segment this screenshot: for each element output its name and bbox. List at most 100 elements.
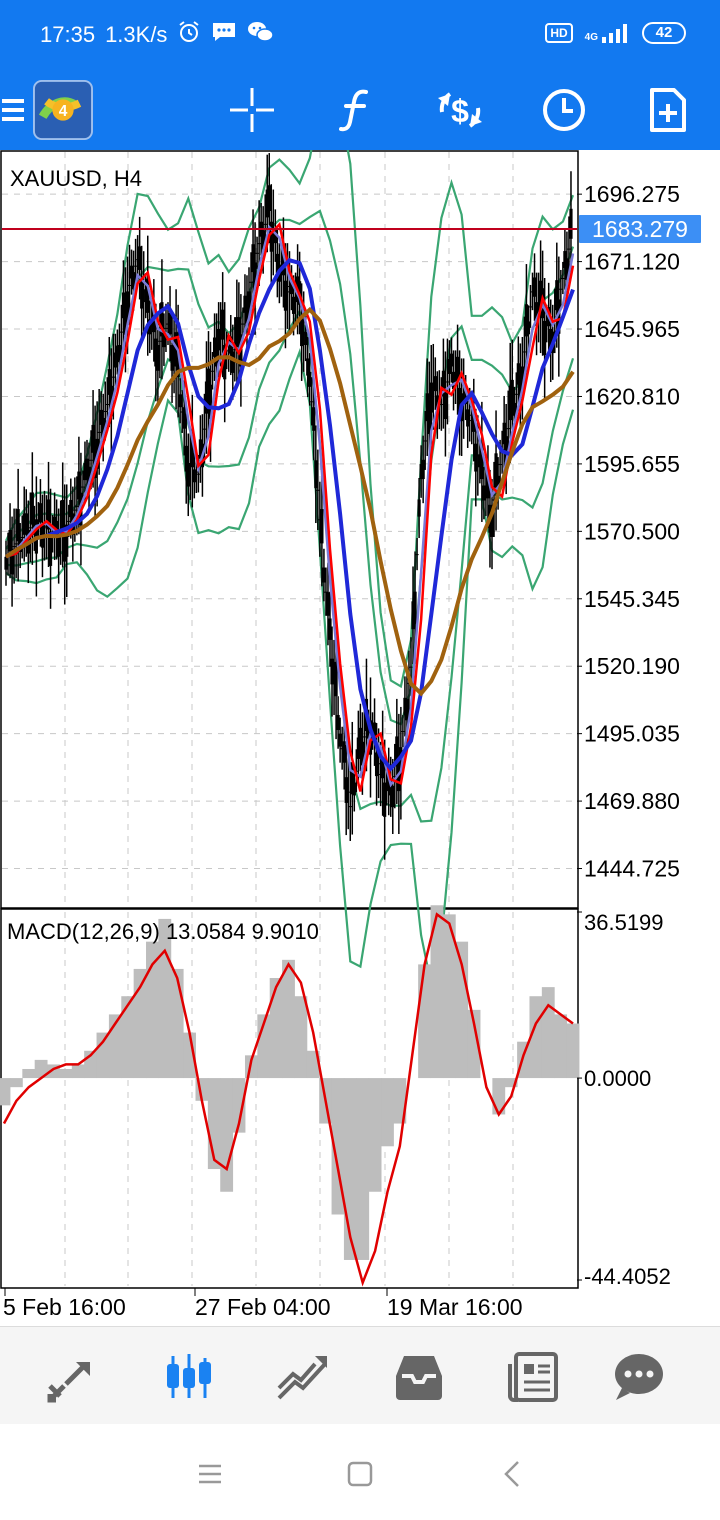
candle-body <box>476 455 480 457</box>
chart-area[interactable]: 1683.279 XAUUSD, H4 MACD(12,26,9) 13.058… <box>0 94 720 1326</box>
candle-body <box>22 513 26 535</box>
candle-body <box>36 520 40 522</box>
candle-body <box>383 782 387 817</box>
candle-body <box>314 460 318 489</box>
candle-body <box>233 349 237 351</box>
time-label: 27 Feb 04:00 <box>195 1294 331 1320</box>
svg-text:4: 4 <box>59 103 68 120</box>
candle-body <box>395 736 399 767</box>
candle-body <box>433 376 437 392</box>
candle-body <box>125 291 130 320</box>
candle-body <box>563 251 567 269</box>
candle-body <box>140 280 144 309</box>
system-navigation <box>0 1424 720 1520</box>
candle-body <box>530 291 535 293</box>
candle-body <box>474 443 478 472</box>
candle-body <box>168 312 172 335</box>
candle-body <box>362 736 367 738</box>
candle-body <box>441 370 445 397</box>
candle-body <box>219 334 223 336</box>
price-tick-label: 1469.880 <box>584 788 680 814</box>
candle-body <box>10 548 14 575</box>
candle-body <box>245 302 249 324</box>
symbol-label: XAUUSD, H4 <box>10 166 142 191</box>
candle-body <box>539 280 543 313</box>
candle-body <box>273 228 277 244</box>
candle-body <box>113 352 117 368</box>
metatrader-logo[interactable]: 4 <box>33 80 93 140</box>
candle-body <box>170 345 174 371</box>
crosshair-icon[interactable] <box>222 80 282 140</box>
history-tab-icon[interactable] <box>384 1347 454 1407</box>
price-tick-label: 1444.725 <box>584 856 680 882</box>
candle-body <box>231 351 235 373</box>
macd-histogram-bar <box>430 905 444 1079</box>
candle-body <box>184 445 188 472</box>
candle-body <box>117 345 121 363</box>
macd-histogram-bar <box>467 1009 481 1079</box>
chat-tab-icon[interactable] <box>604 1347 674 1407</box>
candle-body <box>223 345 227 380</box>
back-icon[interactable] <box>492 1454 532 1494</box>
candle-body <box>417 499 421 517</box>
candle-body <box>520 366 524 391</box>
candle-body <box>451 371 456 389</box>
candle-body <box>85 458 89 474</box>
menu-icon[interactable] <box>0 80 48 140</box>
candle-body <box>393 776 397 778</box>
candle-body <box>121 292 126 319</box>
candle-body <box>255 252 259 254</box>
macd-histogram-bar <box>9 1078 23 1088</box>
trade-icon[interactable]: $ <box>430 80 490 140</box>
candle-body <box>536 307 541 309</box>
candle-body <box>557 299 561 334</box>
trade-tab-icon[interactable] <box>268 1347 338 1407</box>
price-tick-label: 1545.345 <box>584 586 680 612</box>
quotes-icon[interactable] <box>38 1347 108 1407</box>
candle-body <box>427 401 431 435</box>
candle-body <box>57 535 61 557</box>
candle-body <box>178 394 182 408</box>
chart-tab-icon[interactable] <box>154 1347 224 1407</box>
candle-body <box>247 291 251 311</box>
candle-body <box>490 511 494 537</box>
candle-body <box>87 466 91 487</box>
candle-body <box>261 230 265 250</box>
candle-body <box>381 748 385 779</box>
macd-histogram-bar <box>71 1064 85 1079</box>
candle-body <box>352 782 356 796</box>
candle-body <box>158 340 162 342</box>
candle-body <box>543 320 547 356</box>
indicators-icon[interactable] <box>326 80 386 140</box>
network-badge: 4G <box>585 23 630 43</box>
ma-fast-line <box>5 221 575 792</box>
candle-body <box>275 253 279 274</box>
recent-apps-icon[interactable] <box>190 1454 230 1494</box>
candle-body <box>512 402 516 416</box>
signal-icon <box>602 24 627 43</box>
new-order-icon[interactable] <box>638 80 698 140</box>
candle-body <box>555 280 559 311</box>
candle-body <box>486 474 490 499</box>
macd-histogram-bar <box>393 1078 407 1124</box>
candle-body <box>439 404 443 405</box>
home-icon[interactable] <box>340 1454 380 1494</box>
candle-body <box>166 323 170 325</box>
candle-body <box>182 407 186 429</box>
timeframe-icon[interactable] <box>534 80 594 140</box>
candle-body <box>316 489 320 491</box>
candle-body <box>289 281 294 295</box>
candle-body <box>160 302 164 337</box>
candle-body <box>302 331 306 333</box>
candle-body <box>346 791 350 793</box>
candle-body <box>14 543 18 545</box>
news-tab-icon[interactable] <box>498 1347 568 1407</box>
price-chart[interactable]: 1683.279 XAUUSD, H4 MACD(12,26,9) 13.058… <box>0 94 720 1326</box>
candle-body <box>565 258 569 280</box>
candle-body <box>514 393 518 395</box>
candle-body <box>162 332 166 348</box>
candle-body <box>212 337 217 357</box>
candle-body <box>180 411 184 413</box>
hd-badge: HD <box>545 23 573 43</box>
candle-body <box>283 280 288 311</box>
